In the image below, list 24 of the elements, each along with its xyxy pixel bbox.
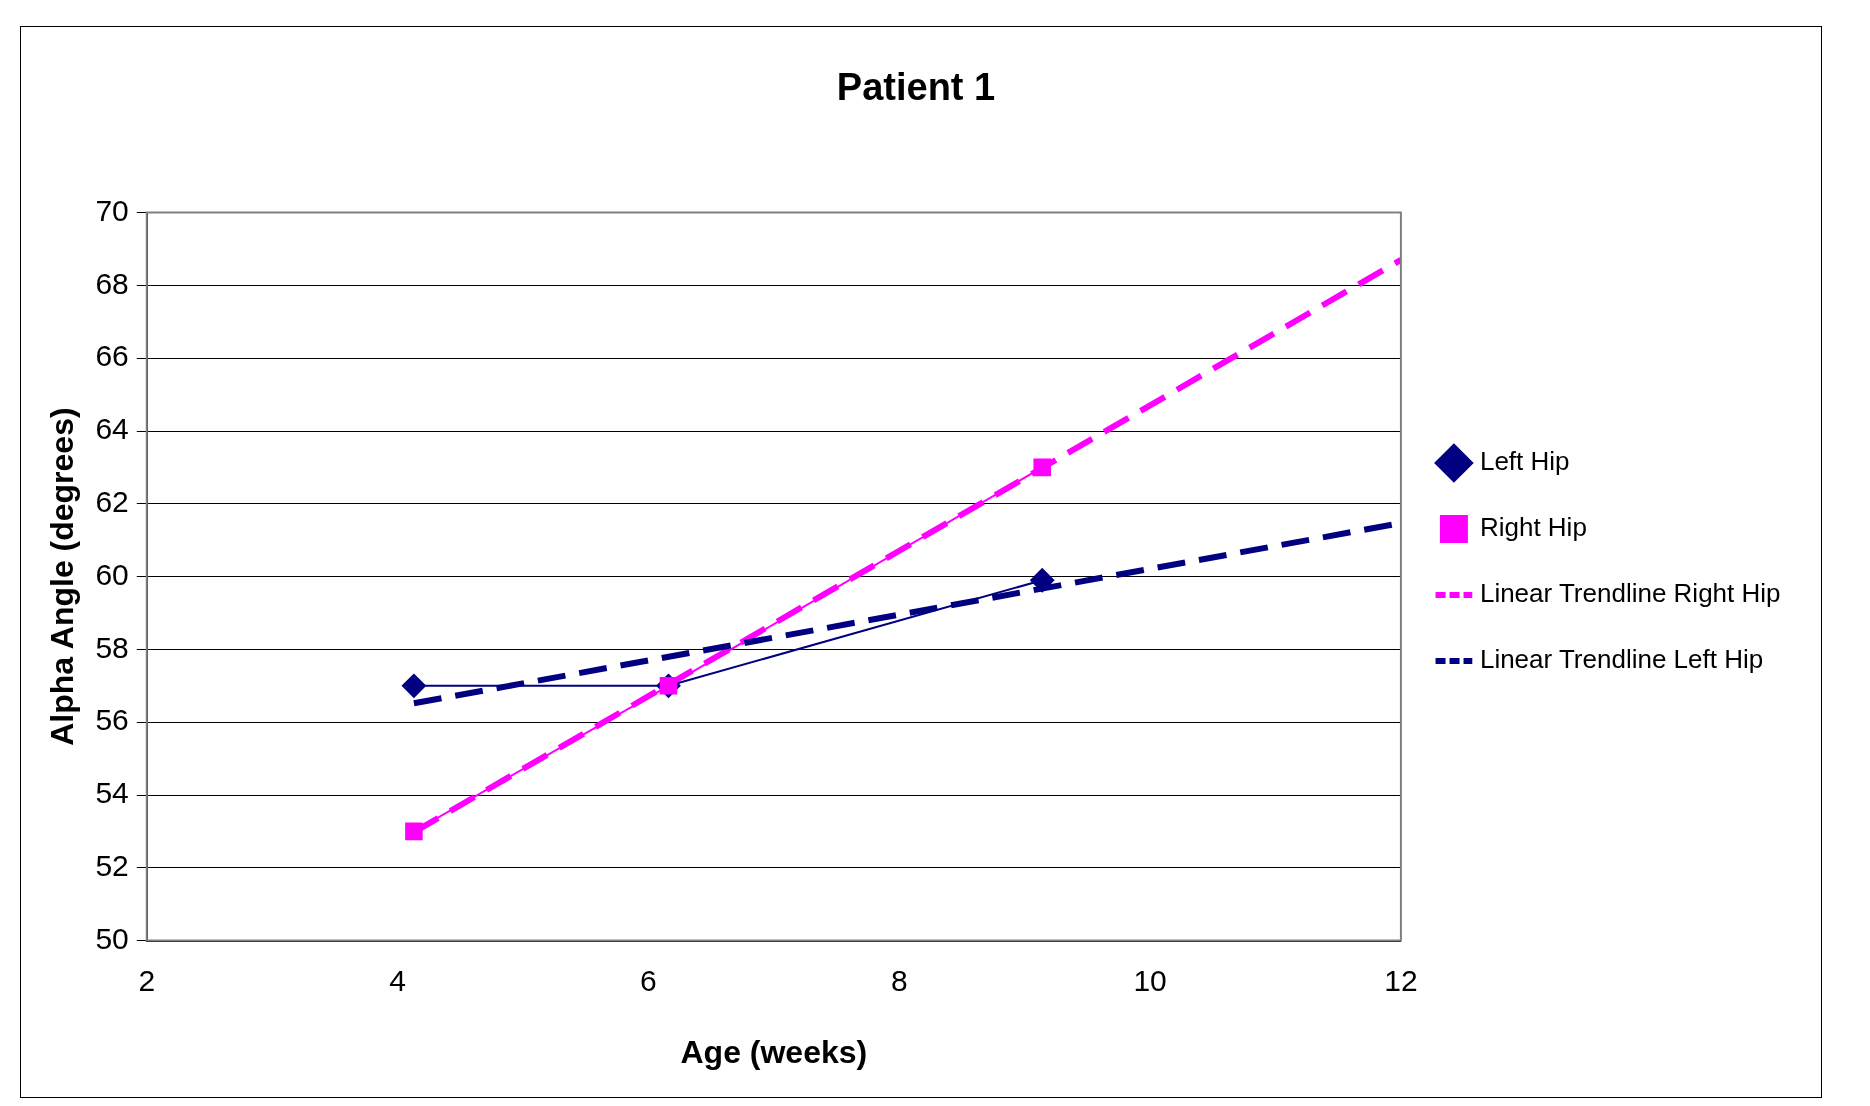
y-tick-label: 58 (95, 630, 129, 664)
y-tick-label: 56 (95, 703, 129, 737)
legend-label: Left Hip (1479, 446, 1570, 477)
legend-label: Linear Trendline Right Hip (1479, 578, 1781, 609)
y-tick-label: 68 (95, 266, 129, 300)
x-tick-label: 12 (1384, 963, 1418, 997)
chart-title: Patient 1 (836, 66, 996, 109)
x-tick-label: 4 (389, 963, 406, 997)
legend-label: Right Hip (1479, 512, 1587, 543)
y-tick-label: 52 (95, 849, 129, 883)
y-tick-label: 70 (95, 193, 129, 227)
y-tick-label: 66 (95, 339, 129, 373)
y-tick-label: 62 (95, 485, 129, 519)
x-tick-label: 6 (640, 963, 657, 997)
y-tick-label: 54 (95, 776, 129, 810)
y-tick-label: 50 (95, 921, 129, 955)
x-axis-title: Age (weeks) (680, 1033, 868, 1070)
y-tick-label: 64 (95, 412, 129, 446)
y-axis-title: Alpha Angle (degrees) (44, 407, 81, 746)
x-tick-label: 10 (1133, 963, 1167, 997)
x-tick-label: 2 (138, 963, 156, 997)
y-tick-label: 60 (95, 557, 129, 591)
legend-label: Linear Trendline Left Hip (1479, 644, 1764, 675)
x-tick-label: 8 (890, 963, 908, 997)
